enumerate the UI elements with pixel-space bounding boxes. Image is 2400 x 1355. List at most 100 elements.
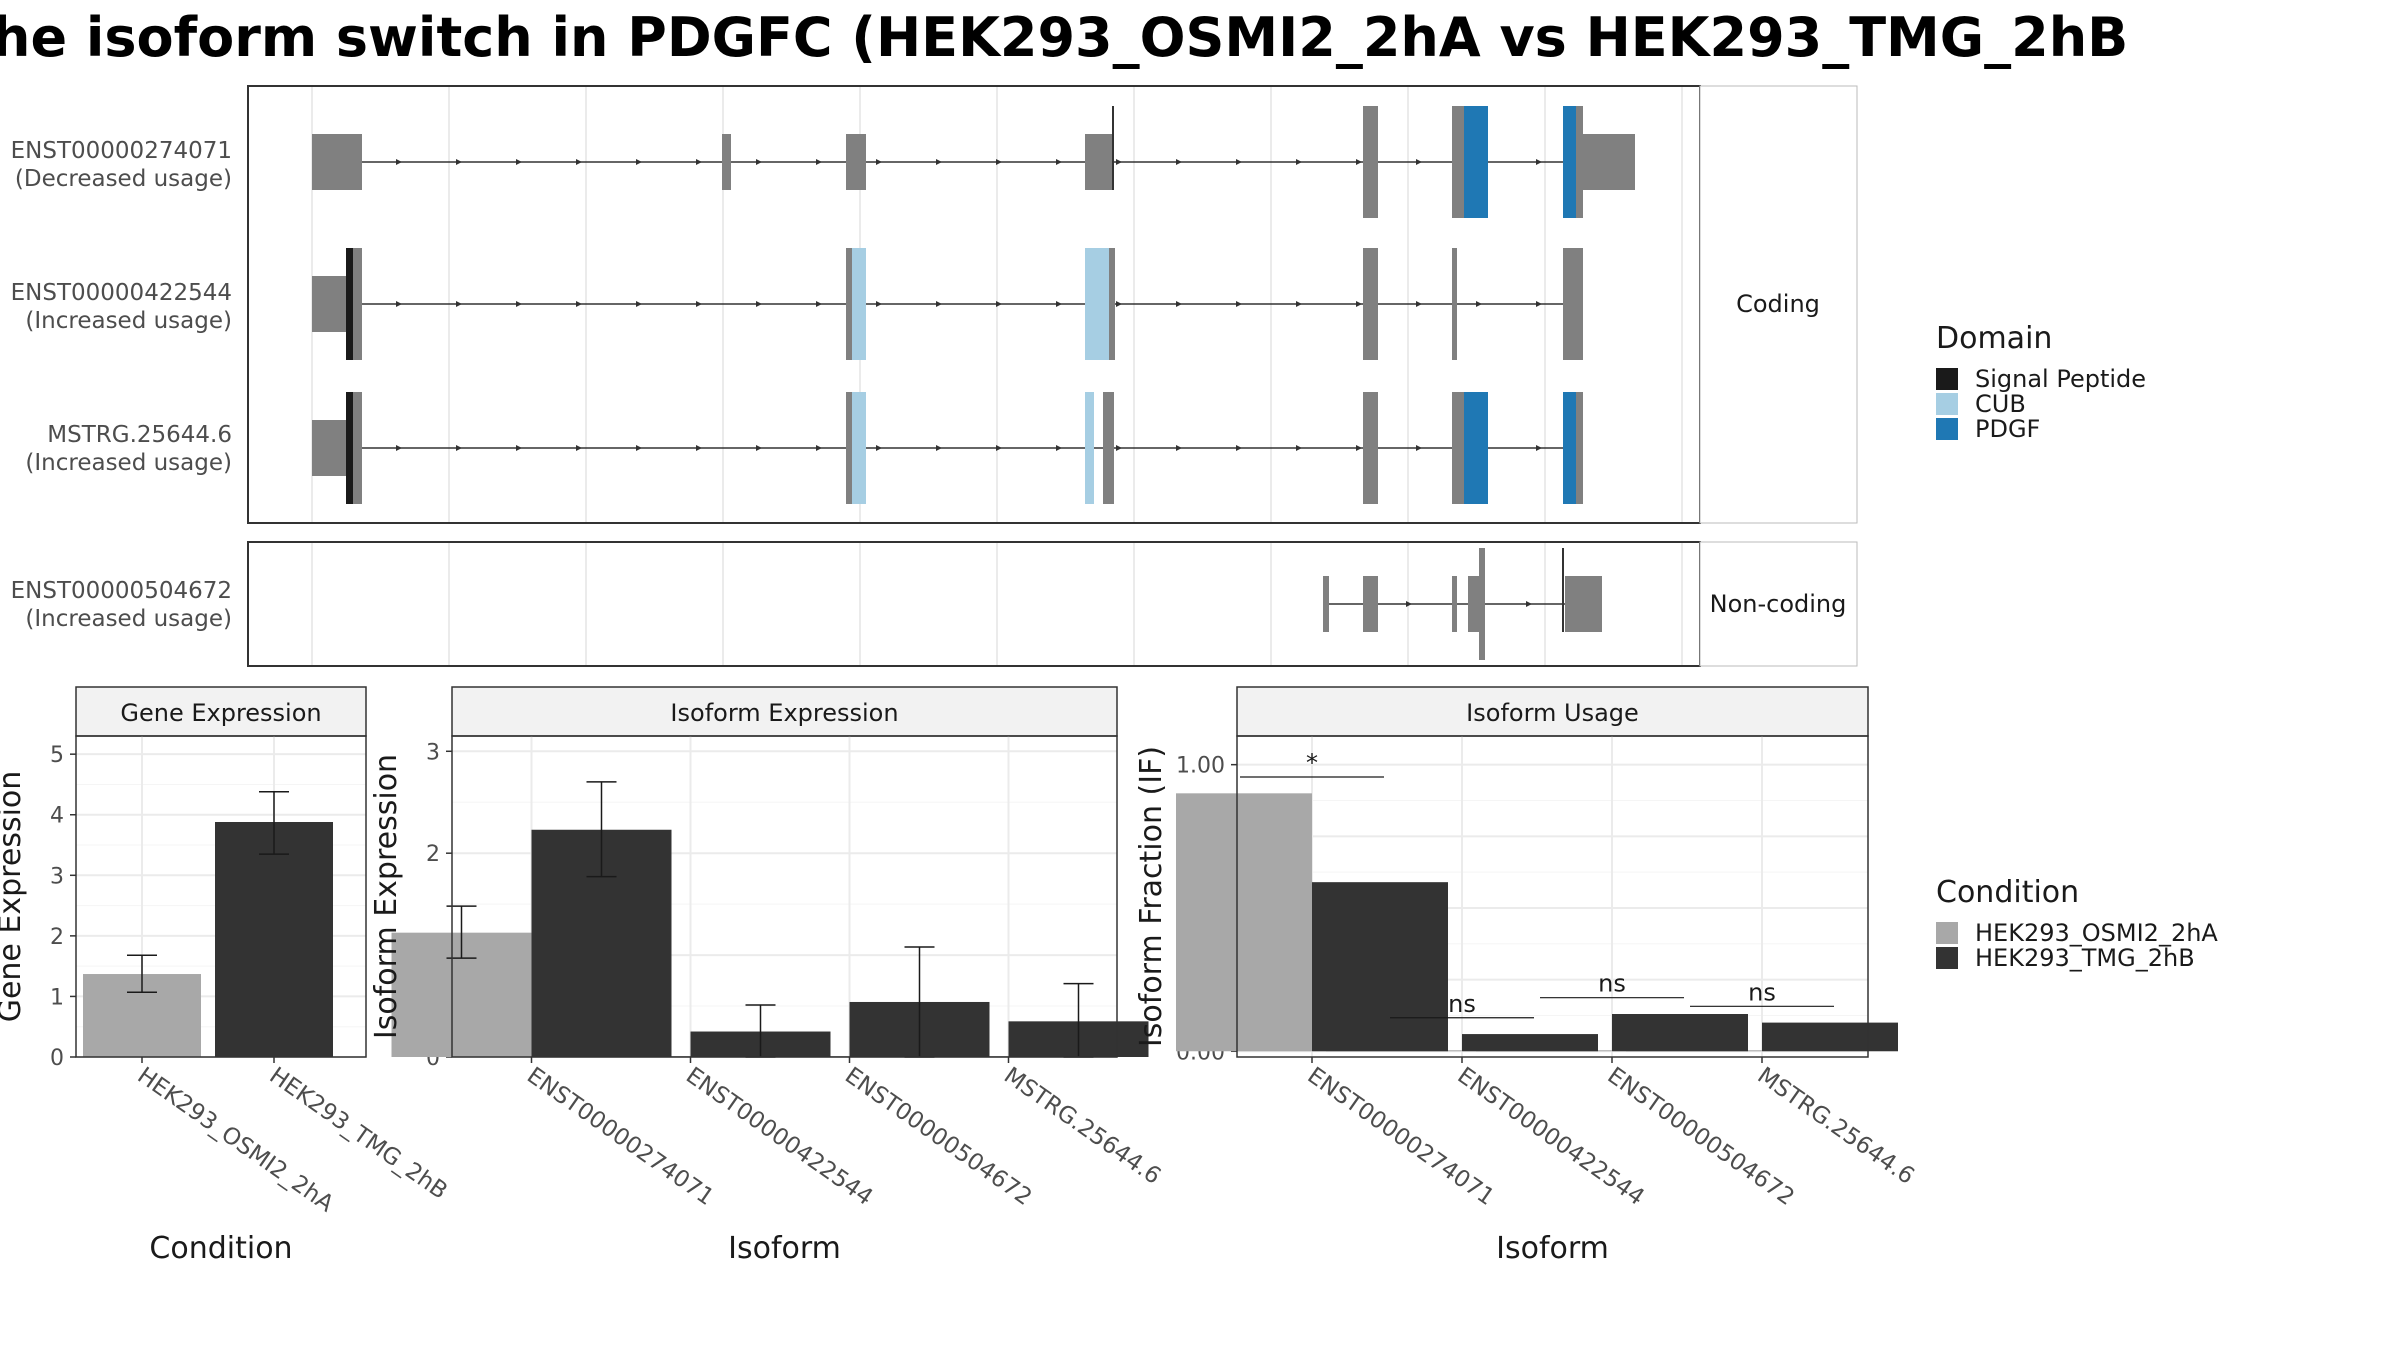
condition-legend-title: Condition [1936,875,2079,910]
transcript-track-1 [312,248,1583,360]
exon [1583,134,1635,190]
significance-label: ns [1448,990,1476,1018]
track-id: MSTRG.25644.6 [47,422,232,448]
signal-peptide-domain [346,392,353,504]
y-axis-title: Isoform Fraction (IF) [1134,746,1169,1047]
exon [1109,248,1115,360]
exon [1452,576,1457,632]
track-usage: (Increased usage) [25,606,232,632]
transcript-track-0 [312,106,1635,218]
x-axis-title: Isoform [1496,1231,1609,1266]
track-id: ENST00000422544 [11,280,232,306]
noncoding-strip-label: Non-coding [1710,590,1847,618]
legend-label: PDGF [1975,415,2040,443]
panel-border [451,735,1118,1058]
exon [312,276,347,332]
y-axis-title: Isoform Expression [369,754,404,1039]
transcript-panels: Coding Non-coding ENST00000274071 (Decre… [11,85,1858,667]
exon [1576,106,1583,218]
coding-strip [1699,85,1858,524]
y-tick-label: 1 [50,985,64,1010]
y-tick-label: 2 [426,842,440,867]
legend-key [1936,368,1958,390]
bar [215,822,333,1057]
bar-panel-1: Isoform Expression0123ENST00000274071ENS… [369,686,1165,1266]
exon [1323,576,1329,632]
exon [1452,248,1457,360]
bar [1612,1014,1748,1052]
domain-legend: Domain Signal Peptide CUB PDGF [1936,321,2146,443]
x-tick-label: MSTRG.25644.6 [1753,1063,1919,1190]
pdgf-domain [1563,106,1576,218]
exon [312,134,362,190]
condition-legend: Condition HEK293_OSMI2_2hA HEK293_TMG_2h… [1936,875,2218,972]
track-label-3: ENST00000504672 (Increased usage) [11,578,232,632]
exon [353,392,362,504]
y-tick-label: 0 [50,1046,64,1071]
bar-panels: Gene Expression012345HEK293_OSMI2_2hAHEK… [0,686,1919,1266]
pdgf-domain [1464,392,1488,504]
panel-strip [1236,686,1869,737]
cub-domain [1085,392,1094,504]
pdgf-domain [1563,392,1576,504]
legend-label: CUB [1975,390,2026,418]
cub-domain [852,392,866,504]
exon [846,248,852,360]
cub-domain [852,248,866,360]
legend-key [1936,418,1958,440]
panel-title: Isoform Usage [1466,699,1639,727]
legend-key [1936,947,1958,969]
domain-legend-title: Domain [1936,321,2052,356]
y-tick-label: 1.00 [1176,754,1225,779]
track-usage: (Increased usage) [25,450,232,476]
y-axis-title: Gene Expression [0,771,28,1023]
track-usage: (Increased usage) [25,308,232,334]
exon [353,248,362,360]
exon [846,392,852,504]
exon [1468,576,1479,632]
exon [1363,106,1378,218]
significance-label: ns [1748,978,1776,1006]
track-label-2: MSTRG.25644.6 (Increased usage) [25,422,232,476]
track-usage: (Decreased usage) [15,166,232,192]
coding-strip-label: Coding [1736,290,1820,318]
exon [1452,106,1464,218]
legend-key [1936,393,1958,415]
signal-peptide-domain [346,248,353,360]
figure-title: he isoform switch in PDGFC (HEK293_OSMI2… [0,6,2128,69]
transcript-track-3 [1323,548,1602,660]
y-tick-label: 3 [50,864,64,889]
panel-border [75,735,367,1058]
track-label-1: ENST00000422544 (Increased usage) [11,280,232,334]
bar-panel-2: Isoform Usage0.000.250.500.751.00ENST000… [1134,686,1919,1266]
exon [1565,576,1602,632]
noncoding-strip [1699,541,1858,667]
exon [1363,248,1378,360]
exon [1452,392,1464,504]
x-tick-label: MSTRG.25644.6 [999,1063,1165,1190]
exon [312,420,347,476]
y-tick-label: 5 [50,743,64,768]
y-tick-label: 3 [426,740,440,765]
exon [1563,248,1583,360]
panel-title: Gene Expression [120,699,321,727]
bar [1176,793,1312,1052]
panel-strip [75,686,367,737]
exon [1363,392,1378,504]
exon [1103,392,1114,504]
y-tick-label: 4 [50,804,64,829]
track-id: ENST00000504672 [11,578,232,604]
track-label-0: ENST00000274071 (Decreased usage) [11,138,232,192]
significance-label: ns [1598,970,1626,998]
legend-label: HEK293_TMG_2hB [1975,944,2195,972]
track-id: ENST00000274071 [11,138,232,164]
bar [1762,1022,1898,1052]
exon [1576,392,1583,504]
exon [1363,576,1378,632]
pdgf-domain [1464,106,1488,218]
exon [1479,548,1485,660]
exon [1085,134,1113,190]
panel-border [1236,735,1869,1058]
